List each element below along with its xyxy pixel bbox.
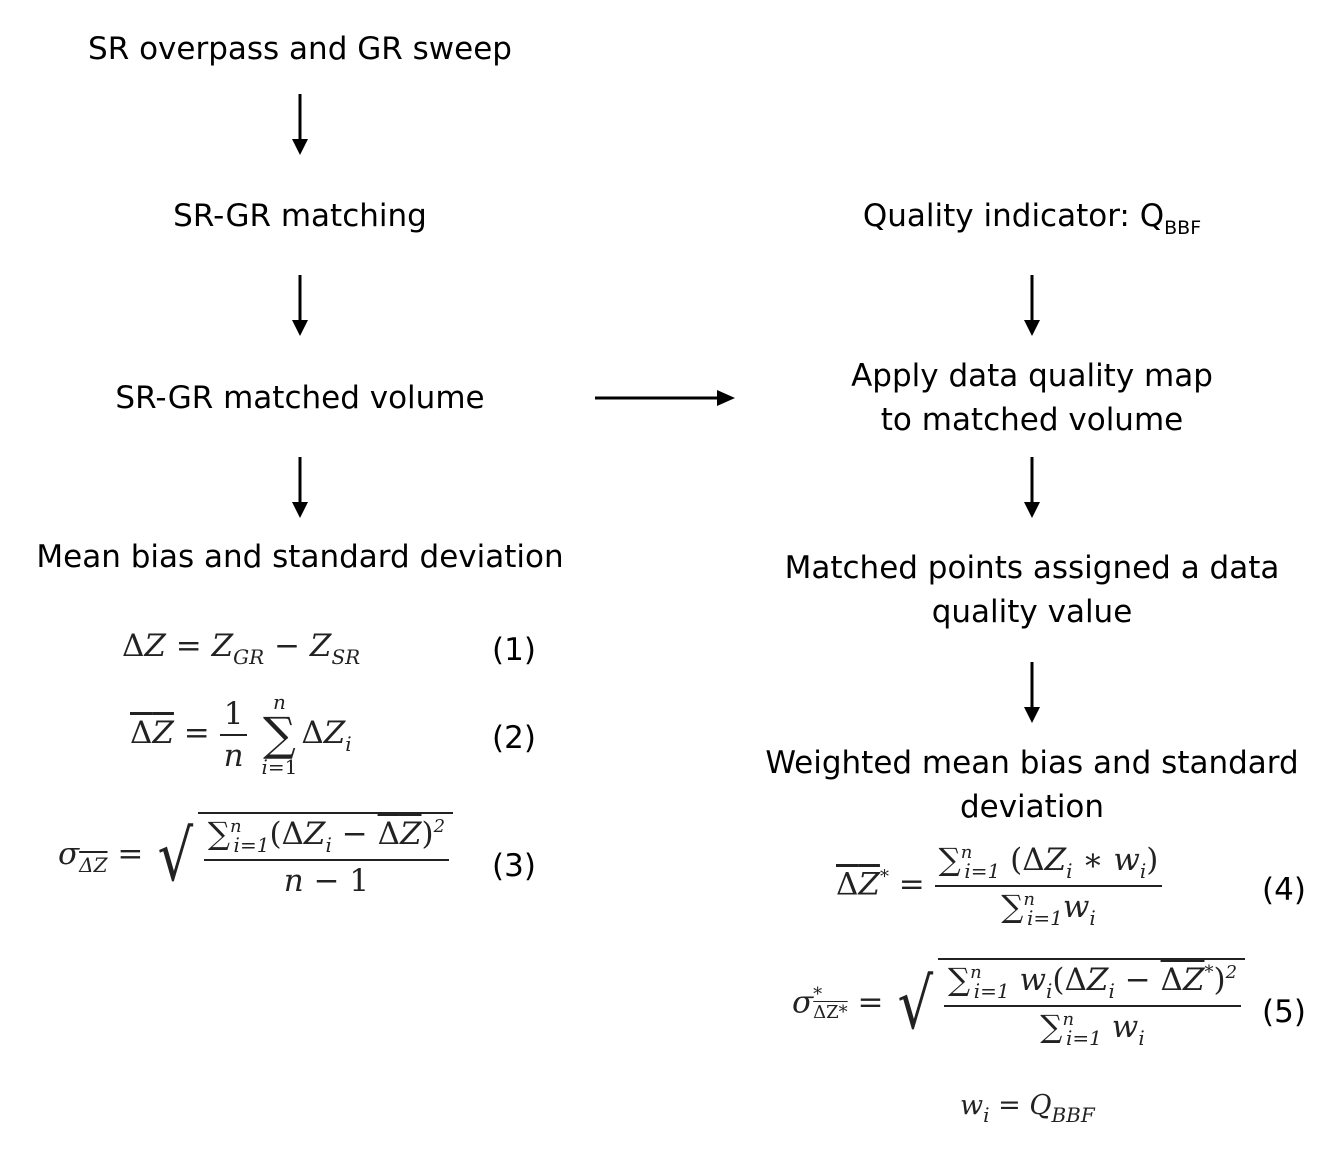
arrow-down-6 — [1024, 662, 1040, 723]
arrow-down-4 — [1024, 275, 1040, 336]
equation-3: σΔZ = √ ∑ni=1(ΔZi − ΔZ)2 n − 1 — [58, 812, 454, 899]
node-sr-overpass: SR overpass and GR sweep — [88, 31, 512, 67]
equation-number-5: (5) — [1262, 994, 1306, 1030]
equation-weight: wi = QBBF — [960, 1090, 1095, 1127]
arrow-down-3 — [292, 457, 308, 518]
node-sr-gr-matched-volume: SR-GR matched volume — [115, 380, 485, 416]
equation-number-1: (1) — [492, 632, 536, 668]
node-mean-bias: Mean bias and standard deviation — [36, 539, 564, 575]
quality-indicator-subscript: BBF — [1164, 217, 1202, 239]
equation-number-2: (2) — [492, 720, 536, 756]
equation-1: ΔZ = ZGR − ZSR — [122, 628, 361, 669]
arrow-down-2 — [292, 275, 308, 336]
equation-number-4: (4) — [1262, 872, 1306, 908]
equation-5: σ * ΔZ* = √ ∑ni=1 wi(ΔZi − ΔZ*)2 ∑ni=1 wi — [792, 958, 1246, 1050]
arrow-down-5 — [1024, 457, 1040, 518]
equation-number-3: (3) — [492, 848, 536, 884]
node-matched-points: Matched points assigned a data quality v… — [784, 550, 1280, 630]
arrow-down-1 — [292, 94, 308, 155]
arrow-right — [595, 390, 735, 406]
node-sr-gr-matching: SR-GR matching — [173, 198, 427, 234]
node-apply-quality-map: Apply data quality map to matched volume — [851, 358, 1213, 438]
equation-4: ΔZ* = ∑ni=1 (ΔZi ∗ wi) ∑ni=1wi — [836, 842, 1163, 930]
node-weighted-mean-bias: Weighted mean bias and standard deviatio… — [765, 745, 1299, 825]
node-quality-indicator: Quality indicator: QBBF — [862, 198, 1202, 239]
